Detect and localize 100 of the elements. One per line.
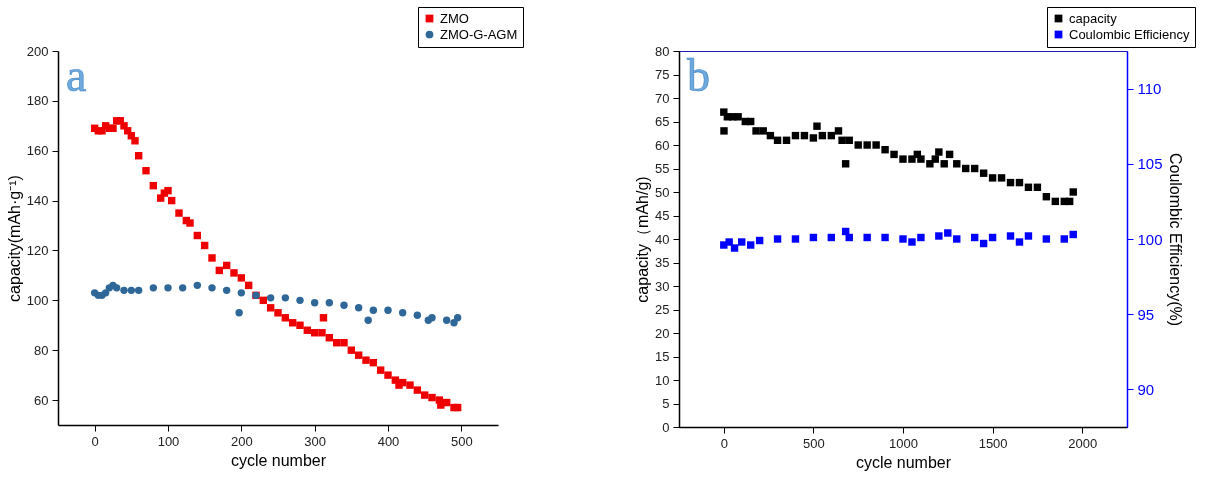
y-tick-label: 45 xyxy=(655,208,670,223)
point xyxy=(442,316,451,324)
x-tick-label: 1000 xyxy=(889,435,918,451)
y-tick-label: 65 xyxy=(655,114,670,129)
point xyxy=(364,316,372,324)
legend-label: capacity xyxy=(1069,10,1118,26)
y-tick-label: 30 xyxy=(655,278,670,294)
legend-label: ZMO xyxy=(440,10,469,26)
y-tick-label: 180 xyxy=(26,93,49,109)
point xyxy=(841,160,850,168)
point xyxy=(935,232,943,240)
point xyxy=(944,229,952,237)
y2-tick-label: 95 xyxy=(1137,305,1155,323)
x-tick-label: 200 xyxy=(230,433,253,449)
point xyxy=(1006,232,1015,240)
point xyxy=(1069,188,1077,196)
point xyxy=(222,286,231,295)
x-tick-label: 100 xyxy=(157,433,180,449)
y-tick-label: 40 xyxy=(655,231,670,247)
point xyxy=(988,174,997,182)
y-tick-label: 10 xyxy=(655,372,670,388)
y2-tick-label: 105 xyxy=(1137,155,1163,173)
point xyxy=(725,238,733,246)
point xyxy=(112,284,121,292)
point xyxy=(759,127,767,135)
point xyxy=(730,244,739,252)
point xyxy=(881,233,889,242)
point xyxy=(369,306,378,315)
y2-tick-label: 110 xyxy=(1137,80,1162,98)
x-tick-label: 0 xyxy=(720,435,728,451)
y-tick-label: 60 xyxy=(655,137,670,153)
point xyxy=(908,155,916,163)
y-tick-label: 80 xyxy=(34,342,49,358)
y-tick-label: 70 xyxy=(655,90,670,106)
point xyxy=(450,319,458,327)
point xyxy=(908,238,916,246)
point xyxy=(813,122,821,130)
point xyxy=(899,235,907,243)
point xyxy=(940,160,948,168)
y-tick-label: 55 xyxy=(655,161,670,176)
y2-tick-label: 100 xyxy=(1137,230,1163,248)
point xyxy=(773,235,782,243)
point xyxy=(931,155,939,163)
point xyxy=(235,309,243,317)
point xyxy=(178,284,187,292)
x-tick-label: 2000 xyxy=(1068,435,1098,451)
x-tick-label: 0 xyxy=(91,433,99,449)
point xyxy=(1042,235,1051,243)
point xyxy=(863,141,871,149)
annotation: b xyxy=(687,50,710,101)
point xyxy=(881,145,889,154)
point xyxy=(752,127,760,135)
x-tick-label: 1500 xyxy=(978,435,1008,451)
point xyxy=(838,136,846,145)
point xyxy=(101,289,110,297)
point xyxy=(398,309,407,317)
point xyxy=(310,299,319,307)
legend-label: ZMO-G-AGM xyxy=(440,26,518,42)
point xyxy=(809,134,818,142)
y-tick-label: 15 xyxy=(655,349,670,364)
point xyxy=(208,284,216,292)
y-tick-label: 140 xyxy=(26,193,49,209)
point xyxy=(854,141,862,149)
y-tick-label: 120 xyxy=(26,242,49,258)
point xyxy=(149,284,158,292)
y-tick-label: 50 xyxy=(655,184,670,200)
point xyxy=(428,314,436,322)
point xyxy=(935,148,943,156)
point xyxy=(899,155,907,163)
point xyxy=(746,241,755,249)
point xyxy=(281,294,290,302)
x-tick-label: 500 xyxy=(450,433,473,449)
point xyxy=(453,314,462,322)
point xyxy=(979,169,988,177)
point xyxy=(872,141,880,149)
point xyxy=(340,301,348,310)
y-tick-label: 5 xyxy=(662,396,670,411)
point xyxy=(791,235,800,243)
y2-tick-label: 90 xyxy=(1137,380,1155,398)
point xyxy=(917,233,925,242)
y-tick-label: 20 xyxy=(655,325,670,341)
y2-axis-title: Coulombic Efficiency(%) xyxy=(1166,152,1184,327)
x-tick-label: 400 xyxy=(377,433,400,449)
point xyxy=(953,160,961,168)
point xyxy=(926,160,934,168)
point xyxy=(296,296,304,305)
point xyxy=(134,286,143,295)
y-tick-label: 100 xyxy=(26,292,49,308)
y-tick-label: 75 xyxy=(655,67,670,82)
point xyxy=(266,294,275,302)
point xyxy=(734,113,742,121)
y-axis-title: capacity(mAh·g⁻¹) xyxy=(5,175,23,302)
point xyxy=(164,284,172,292)
y-tick-label: 160 xyxy=(26,143,49,159)
y-tick-label: 200 xyxy=(26,43,49,59)
x-axis-title: cycle number xyxy=(855,453,952,471)
x-tick-label: 500 xyxy=(803,435,825,451)
y-tick-label: 80 xyxy=(655,43,670,59)
point xyxy=(237,289,246,297)
y-tick-label: 25 xyxy=(655,302,670,317)
